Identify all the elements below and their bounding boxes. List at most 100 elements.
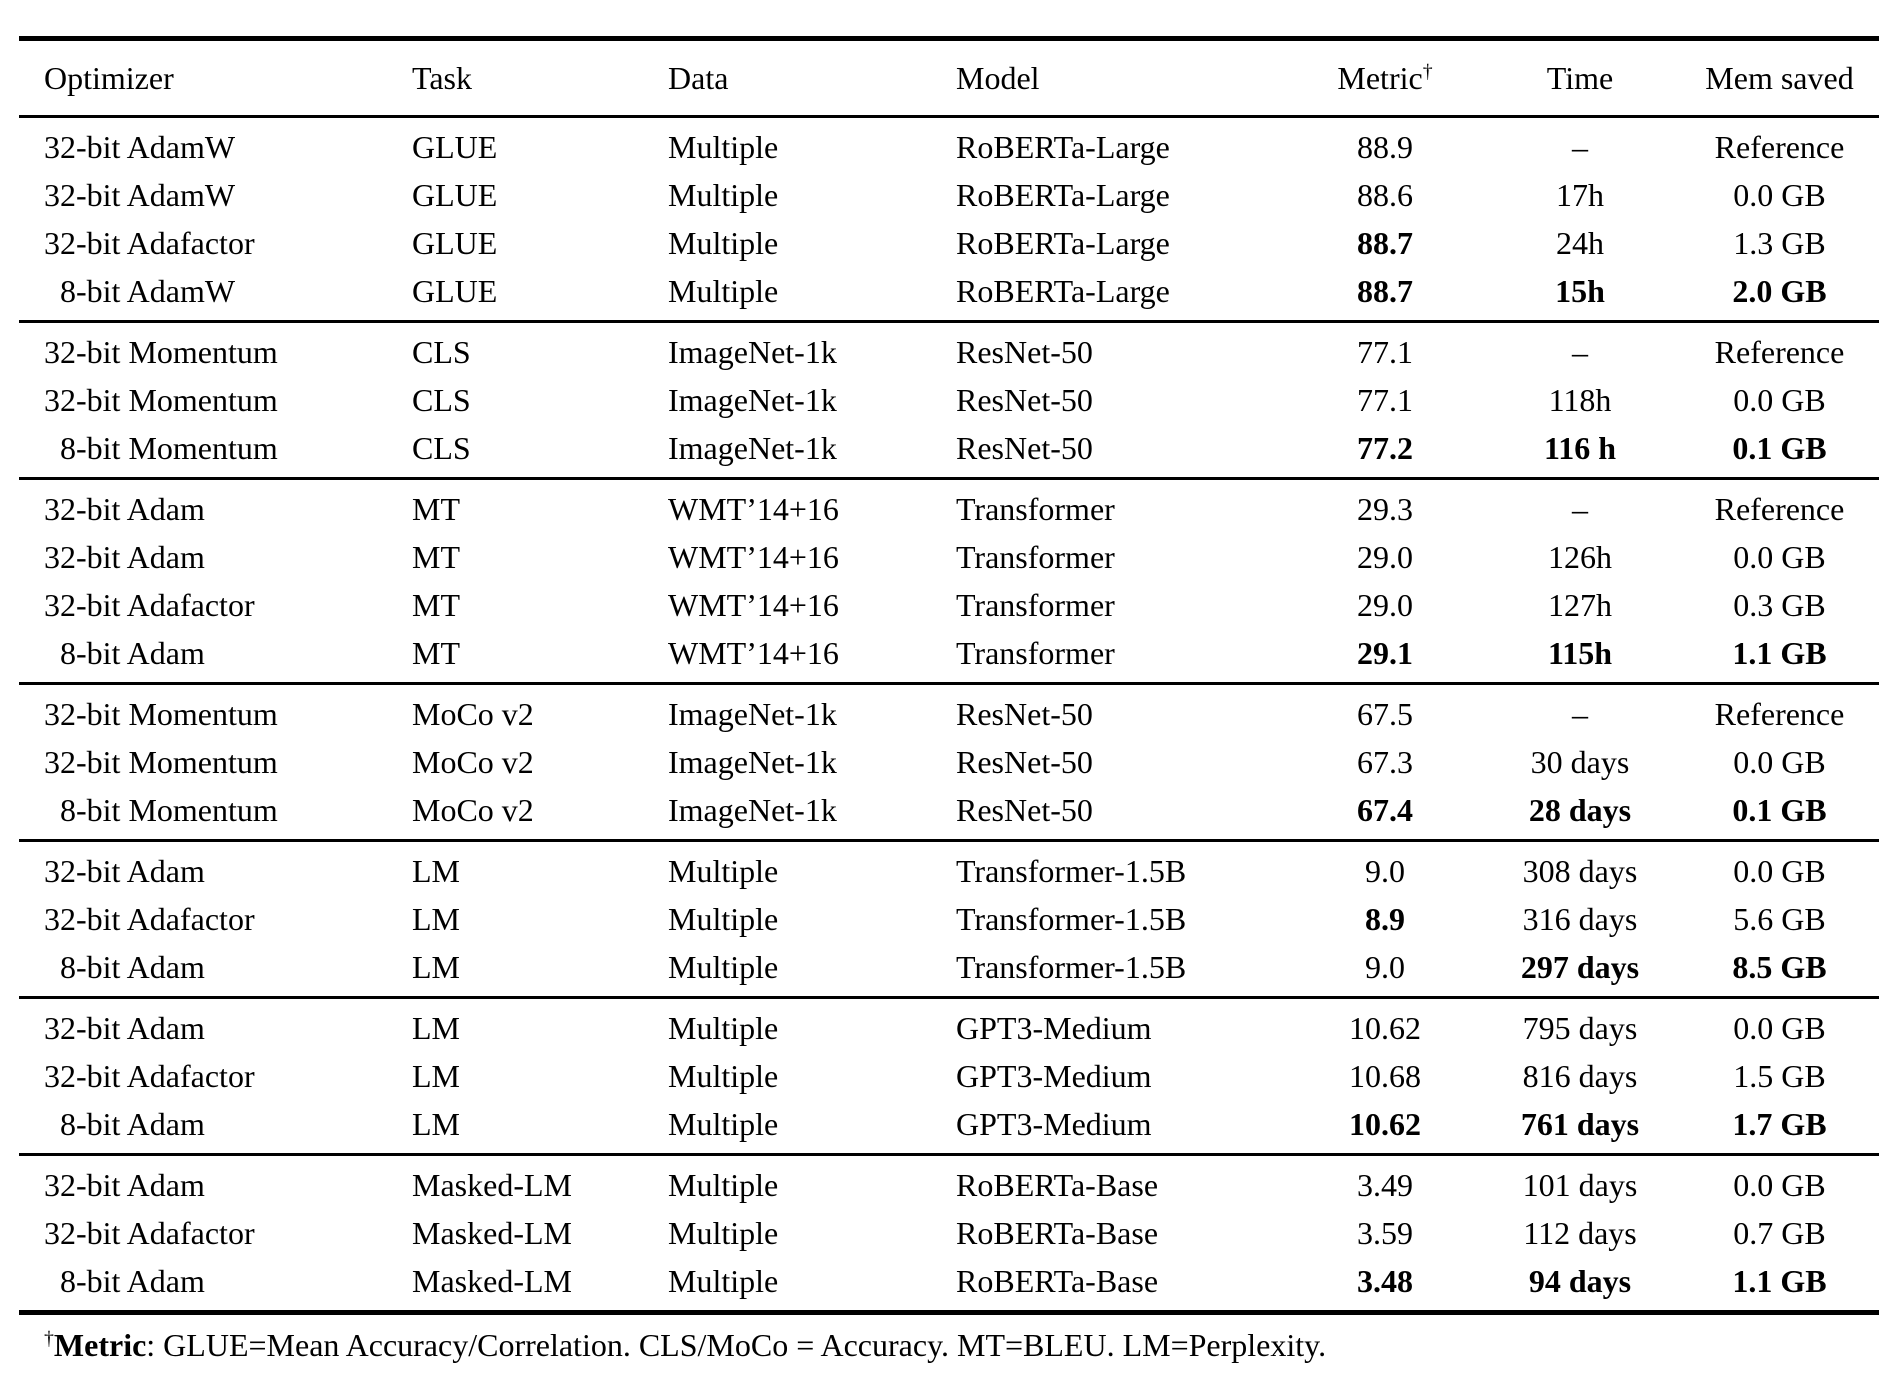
optimizer-name: -bit Adam xyxy=(76,1009,205,1046)
data-cell: ImageNet-1k xyxy=(668,743,837,780)
data-cell: WMT’14+16 xyxy=(668,634,839,671)
table-row: 32-bit Momentum CLS ImageNet-1k ResNet-50 77… xyxy=(19,322,1879,377)
model-cell: Transformer xyxy=(956,538,1115,575)
time-cell: 115h xyxy=(1547,634,1613,671)
time-cell: 15h xyxy=(1555,272,1605,309)
metric-cell: 9.0 xyxy=(1365,852,1405,889)
model-cell: Transformer xyxy=(956,490,1115,527)
model-cell: RoBERTa-Base xyxy=(956,1262,1159,1299)
mem-saved-cell: Reference xyxy=(1714,695,1845,732)
data-cell: Multiple xyxy=(668,272,779,309)
mem-saved-cell: 8.5 GB xyxy=(1732,948,1827,985)
col-header-optimizer: Optimizer xyxy=(44,59,174,96)
table-row: 32-bit AdamW GLUE Multiple RoBERTa-Large 88.… xyxy=(19,171,1879,219)
optimizer-name: -bit Adam xyxy=(76,948,205,985)
mem-saved-cell: 0.3 GB xyxy=(1733,586,1826,623)
mem-saved-cell: 0.0 GB xyxy=(1733,743,1826,780)
model-cell: GPT3-Medium xyxy=(956,1009,1152,1046)
table-group: 32-bit Momentum MoCo v2 ImageNet-1k ResNet-… xyxy=(19,683,1879,841)
optimizer-cell: 32-bit Adafactor xyxy=(19,1209,404,1257)
optimizer-name: -bit Momentum xyxy=(76,333,278,370)
table-row: 32-bit Adafactor MT WMT’14+16 Transformer 29… xyxy=(19,581,1879,629)
results-table: Optimizer Task Data Model Metric† Time M… xyxy=(19,36,1879,1315)
metric-cell: 9.0 xyxy=(1365,948,1405,985)
col-header-task: Task xyxy=(412,59,472,96)
optimizer-cell: 8-bit Adam xyxy=(19,1257,404,1313)
optimizer-cell: 32-bit Adam xyxy=(19,533,404,581)
metric-cell: 88.7 xyxy=(1357,224,1413,261)
footnote-dagger: † xyxy=(44,1327,54,1350)
optimizer-cell: 8-bit AdamW xyxy=(19,267,404,322)
task-cell: LM xyxy=(412,948,460,985)
optimizer-bit-width: 8 xyxy=(60,948,76,985)
optimizer-name: -bit Adam xyxy=(76,1166,205,1203)
data-cell: Multiple xyxy=(668,1009,779,1046)
task-cell: LM xyxy=(412,900,460,937)
task-cell: GLUE xyxy=(412,224,498,261)
optimizer-name: -bit Adam xyxy=(76,852,205,889)
optimizer-bit-width: 32 xyxy=(44,1057,76,1094)
col-header-data: Data xyxy=(668,59,729,96)
optimizer-name: -bit Momentum xyxy=(76,695,278,732)
optimizer-cell: 32-bit Adam xyxy=(19,998,404,1053)
optimizer-cell: 32-bit AdamW xyxy=(19,117,404,172)
table-row: 32-bit Adafactor Masked-LM Multiple RoBERTa… xyxy=(19,1209,1879,1257)
data-cell: ImageNet-1k xyxy=(668,429,837,466)
col-header-mem-saved: Mem saved xyxy=(1705,59,1854,96)
model-cell: GPT3-Medium xyxy=(956,1105,1152,1142)
optimizer-bit-width: 32 xyxy=(44,1166,76,1203)
table-row: 32-bit Momentum CLS ImageNet-1k ResNet-50 77… xyxy=(19,376,1879,424)
optimizer-name: -bit Adam xyxy=(76,1262,205,1299)
footnote-term: Metric xyxy=(53,1327,147,1363)
metric-cell: 3.59 xyxy=(1357,1214,1413,1251)
optimizer-bit-width: 8 xyxy=(60,634,76,671)
optimizer-name: -bit Adafactor xyxy=(76,586,255,623)
mem-saved-cell: 5.6 GB xyxy=(1733,900,1826,937)
optimizer-cell: 32-bit Adam xyxy=(19,841,404,896)
task-cell: GLUE xyxy=(412,272,498,309)
time-cell: 316 days xyxy=(1522,900,1638,937)
table-row: 32-bit Momentum MoCo v2 ImageNet-1k ResNet-… xyxy=(19,684,1879,739)
table-group: 32-bit Momentum CLS ImageNet-1k ResNet-50 77… xyxy=(19,321,1879,479)
task-cell: LM xyxy=(412,1105,460,1142)
model-cell: RoBERTa-Base xyxy=(956,1214,1159,1251)
time-cell: – xyxy=(1572,128,1588,165)
time-cell: 127h xyxy=(1548,586,1612,623)
data-cell: Multiple xyxy=(668,1166,779,1203)
table-group: 32-bit Adam LM Multiple GPT3-Medium 10.62 795… xyxy=(19,997,1879,1155)
model-cell: Transformer-1.5B xyxy=(956,948,1187,985)
optimizer-bit-width: 32 xyxy=(44,333,76,370)
optimizer-bit-width: 32 xyxy=(44,900,76,937)
table-row: 32-bit Adam MT WMT’14+16 Transformer 29.0 126… xyxy=(19,533,1879,581)
optimizer-cell: 32-bit Momentum xyxy=(19,738,404,786)
table-group: 32-bit Adam LM Multiple Transformer-1.5B 9.0… xyxy=(19,840,1879,998)
time-cell: 101 days xyxy=(1522,1166,1638,1203)
task-cell: CLS xyxy=(412,429,471,466)
model-cell: Transformer xyxy=(956,634,1115,671)
optimizer-cell: 32-bit Adam xyxy=(19,1155,404,1210)
metric-cell: 67.3 xyxy=(1357,743,1413,780)
metric-cell: 67.5 xyxy=(1357,695,1413,732)
mem-saved-cell: 1.1 GB xyxy=(1732,634,1827,671)
metric-cell: 67.4 xyxy=(1357,791,1413,828)
task-cell: MT xyxy=(412,634,460,671)
task-cell: MoCo v2 xyxy=(412,743,534,780)
footnote-text: : GLUE=Mean Accuracy/Correlation. CLS/Mo… xyxy=(146,1327,1327,1363)
mem-saved-cell: 1.5 GB xyxy=(1733,1057,1826,1094)
optimizer-cell: 32-bit Adafactor xyxy=(19,219,404,267)
mem-saved-cell: Reference xyxy=(1714,128,1845,165)
time-cell: 28 days xyxy=(1528,791,1632,828)
mem-saved-cell: 0.0 GB xyxy=(1733,538,1826,575)
time-cell: 126h xyxy=(1548,538,1612,575)
time-cell: 116 h xyxy=(1543,429,1617,466)
metric-cell: 77.2 xyxy=(1357,429,1413,466)
mem-saved-cell: 0.0 GB xyxy=(1733,381,1826,418)
mem-saved-cell: Reference xyxy=(1714,333,1845,370)
optimizer-name: -bit Adam xyxy=(76,538,205,575)
mem-saved-cell: 0.0 GB xyxy=(1733,1166,1826,1203)
table-row: 32-bit Adam LM Multiple GPT3-Medium 10.62 795… xyxy=(19,998,1879,1053)
task-cell: Masked-LM xyxy=(412,1166,572,1203)
optimizer-cell: 8-bit Adam xyxy=(19,629,404,684)
metric-cell: 3.49 xyxy=(1357,1166,1413,1203)
